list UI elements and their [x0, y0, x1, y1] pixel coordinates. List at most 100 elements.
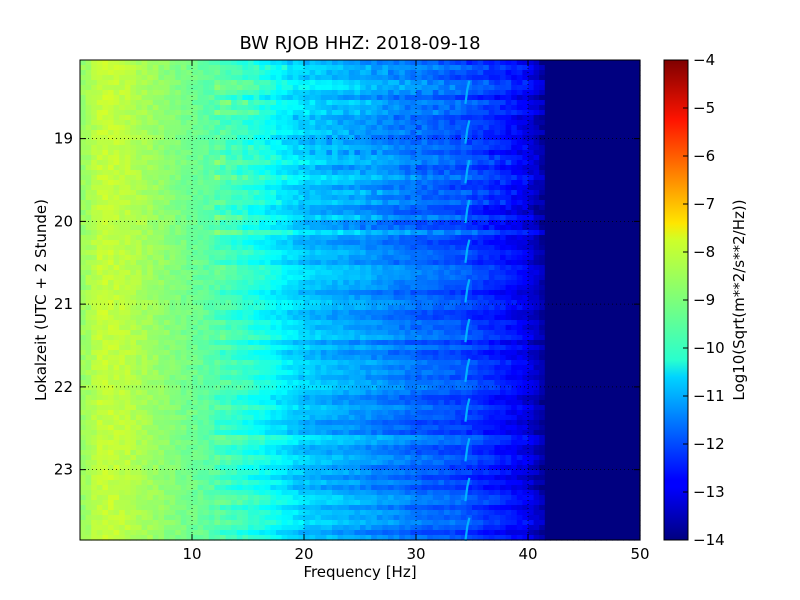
heatmap-cell — [192, 305, 199, 311]
heatmap-cell — [80, 150, 87, 156]
heatmap-cell — [180, 160, 187, 166]
heatmap-cell — [264, 265, 271, 271]
heatmap-cell — [511, 215, 518, 221]
heatmap-cell — [253, 65, 260, 71]
heatmap-cell — [124, 170, 131, 176]
heatmap-cell — [113, 240, 120, 246]
heatmap-cell — [399, 90, 406, 96]
heatmap-cell — [539, 150, 546, 156]
heatmap-cell — [320, 95, 327, 101]
heatmap-cell — [628, 200, 635, 206]
heatmap-cell — [460, 225, 467, 231]
heatmap-cell — [304, 90, 311, 96]
heatmap-cell — [584, 65, 591, 71]
heatmap-cell — [550, 70, 557, 76]
heatmap-cell — [612, 230, 619, 236]
heatmap-cell — [180, 220, 187, 226]
heatmap-cell — [376, 300, 383, 306]
heatmap-cell — [141, 165, 148, 171]
heatmap-cell — [472, 155, 479, 161]
heatmap-cell — [516, 210, 523, 216]
heatmap-cell — [572, 130, 579, 136]
heatmap-cell — [388, 250, 395, 256]
heatmap-cell — [404, 60, 411, 66]
heatmap-cell — [371, 120, 378, 126]
heatmap-cell — [617, 285, 624, 291]
heatmap-cell — [410, 65, 417, 71]
heatmap-cell — [164, 110, 171, 116]
heatmap-cell — [488, 210, 495, 216]
heatmap-cell — [164, 175, 171, 181]
heatmap-cell — [511, 195, 518, 201]
heatmap-cell — [292, 185, 299, 191]
heatmap-cell — [136, 175, 143, 181]
heatmap-cell — [236, 125, 243, 131]
heatmap-cell — [427, 235, 434, 241]
heatmap-cell — [259, 60, 266, 66]
heatmap-cell — [360, 240, 367, 246]
heatmap-cell — [124, 145, 131, 151]
heatmap-cell — [175, 265, 182, 271]
heatmap-cell — [550, 290, 557, 296]
heatmap-cell — [337, 155, 344, 161]
heatmap-cell — [393, 70, 400, 76]
heatmap-cell — [175, 295, 182, 301]
heatmap-cell — [404, 165, 411, 171]
heatmap-cell — [600, 125, 607, 131]
heatmap-cell — [500, 230, 507, 236]
heatmap-cell — [404, 205, 411, 211]
heatmap-cell — [220, 145, 227, 151]
heatmap-cell — [528, 115, 535, 121]
heatmap-cell — [304, 120, 311, 126]
heatmap-cell — [259, 85, 266, 91]
heatmap-cell — [410, 245, 417, 251]
heatmap-cell — [544, 215, 551, 221]
heatmap-cell — [348, 120, 355, 126]
heatmap-cell — [203, 195, 210, 201]
heatmap-cell — [220, 305, 227, 311]
heatmap-cell — [242, 225, 249, 231]
heatmap-cell — [444, 120, 451, 126]
heatmap-cell — [208, 115, 215, 121]
heatmap-cell — [169, 225, 176, 231]
heatmap-cell — [242, 220, 249, 226]
heatmap-cell — [612, 60, 619, 66]
heatmap-cell — [522, 295, 529, 301]
heatmap-cell — [236, 190, 243, 196]
heatmap-cell — [298, 115, 305, 121]
heatmap-cell — [449, 260, 456, 266]
heatmap-cell — [119, 160, 126, 166]
heatmap-cell — [102, 160, 109, 166]
heatmap-cell — [332, 105, 339, 111]
heatmap-cell — [220, 185, 227, 191]
heatmap-cell — [315, 75, 322, 81]
heatmap-cell — [186, 260, 193, 266]
heatmap-cell — [460, 260, 467, 266]
heatmap-cell — [416, 130, 423, 136]
heatmap-cell — [399, 115, 406, 121]
heatmap-cell — [365, 215, 372, 221]
heatmap-cell — [556, 270, 563, 276]
heatmap-cell — [242, 295, 249, 301]
heatmap-cell — [332, 165, 339, 171]
heatmap-cell — [444, 145, 451, 151]
heatmap-cell — [539, 295, 546, 301]
heatmap-cell — [460, 180, 467, 186]
heatmap-cell — [91, 200, 98, 206]
heatmap-cell — [292, 65, 299, 71]
heatmap-cell — [309, 180, 316, 186]
heatmap-cell — [488, 150, 495, 156]
heatmap-cell — [466, 165, 473, 171]
heatmap-cell — [522, 225, 529, 231]
heatmap-cell — [281, 250, 288, 256]
heatmap-cell — [584, 230, 591, 236]
heatmap-cell — [242, 85, 249, 91]
heatmap-cell — [208, 140, 215, 146]
heatmap-cell — [309, 85, 316, 91]
heatmap-cell — [208, 270, 215, 276]
heatmap-cell — [141, 275, 148, 281]
heatmap-cell — [175, 110, 182, 116]
heatmap-cell — [578, 65, 585, 71]
heatmap-cell — [438, 240, 445, 246]
heatmap-cell — [421, 85, 428, 91]
